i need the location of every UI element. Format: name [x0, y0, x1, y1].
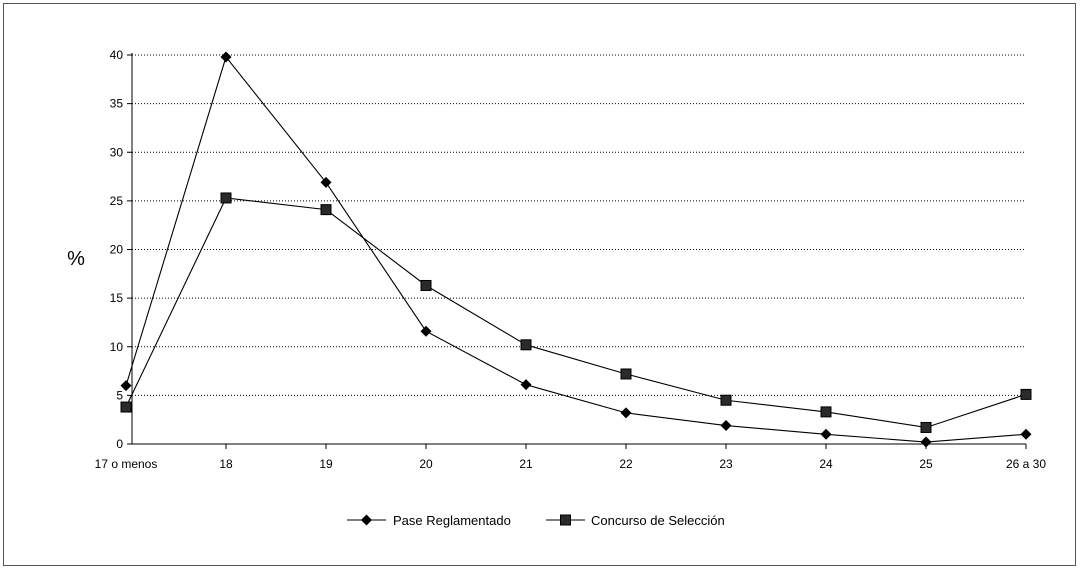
data-point-square [620, 368, 632, 380]
x-tick-label: 21 [519, 457, 533, 471]
y-axis-label: % [67, 248, 85, 270]
x-tick-labels: 17 o menos 18 19 20 21 22 23 24 25 26 a 30 [95, 457, 1047, 471]
y-tick-label: 25 [110, 194, 124, 208]
legend-marker-diamond [361, 514, 372, 526]
y-tick-label: 15 [110, 291, 124, 305]
data-point-square [520, 339, 532, 351]
y-tick-label: 30 [110, 145, 124, 159]
axes [127, 53, 1027, 449]
data-point-diamond [920, 436, 932, 448]
x-tick-label: 18 [219, 457, 233, 471]
x-tick-label: 20 [419, 457, 433, 471]
y-tick-label: 5 [116, 388, 123, 402]
x-tick-label: 17 o menos [95, 457, 158, 471]
series-concurso-de-seleccion [120, 192, 1032, 433]
data-point-diamond [420, 325, 432, 337]
legend-label: Concurso de Selección [591, 513, 725, 528]
data-point-diamond [320, 176, 332, 188]
data-point-diamond [1020, 428, 1032, 440]
data-point-square [720, 394, 732, 406]
chart-frame: % 0 5 10 15 20 25 30 35 40 17 o menos 18 19 20 21 22 2… [3, 3, 1076, 566]
legend-item: Pase Reglamentado [347, 513, 511, 528]
legend-label: Pase Reglamentado [393, 513, 511, 528]
series [120, 51, 1032, 448]
data-point-square [120, 401, 132, 413]
data-point-square [320, 204, 332, 216]
legend-marker-square [560, 514, 571, 526]
x-tick-label: 25 [919, 457, 933, 471]
series-line [125, 55, 1027, 443]
y-tick-label: 40 [110, 48, 124, 62]
y-tick-label: 35 [110, 97, 124, 111]
x-tick-label: 19 [319, 457, 333, 471]
gridlines [132, 54, 1026, 396]
x-tick-label: 22 [619, 457, 633, 471]
x-tick-label: 24 [819, 457, 833, 471]
legend: Pase Reglamentado Concurso de Selección [347, 513, 725, 528]
data-point-square [220, 192, 232, 204]
y-tick-labels: 0 5 10 15 20 25 30 35 40 [110, 48, 124, 451]
data-point-square [420, 279, 432, 291]
data-point-square [820, 406, 832, 418]
x-tick-label: 26 a 30 [1006, 457, 1046, 471]
legend-item: Concurso de Selección [546, 513, 725, 528]
y-tick-label: 10 [110, 340, 124, 354]
series-line [125, 197, 1027, 429]
data-point-diamond [520, 379, 532, 391]
line-chart: % 0 5 10 15 20 25 30 35 40 17 o menos 18 19 20 21 22 2… [67, 48, 1047, 528]
y-tick-label: 0 [116, 437, 123, 451]
data-point-diamond [120, 380, 132, 392]
data-point-diamond [620, 407, 632, 419]
data-point-diamond [720, 420, 732, 432]
data-point-square [920, 421, 932, 433]
data-point-square [1020, 388, 1032, 400]
y-tick-label: 20 [110, 243, 124, 257]
data-point-diamond [820, 428, 832, 440]
series-pase-reglamentado [120, 51, 1032, 448]
data-point-diamond [220, 51, 232, 63]
x-tick-label: 23 [719, 457, 733, 471]
